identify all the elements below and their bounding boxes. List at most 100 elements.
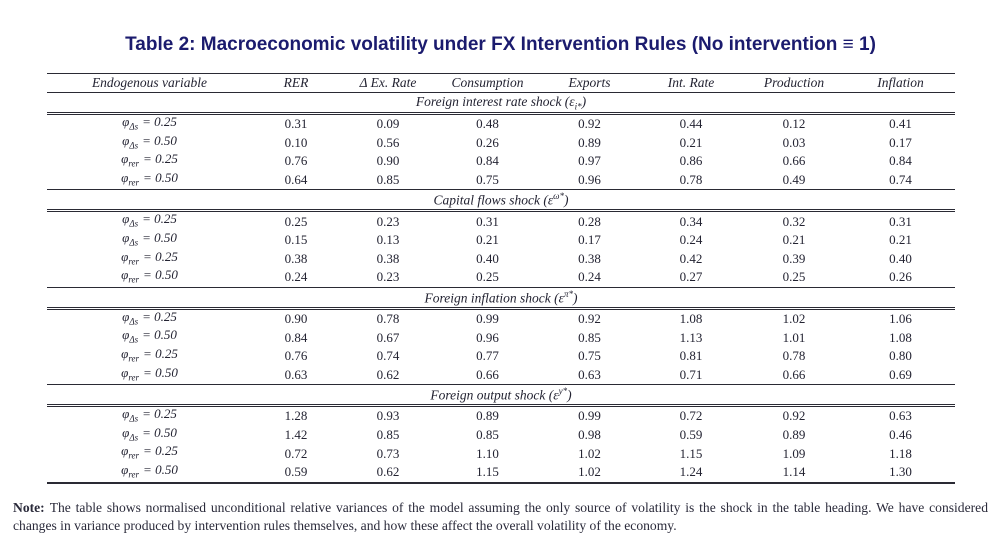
section-heading: Foreign inflation shock (επ*) <box>47 287 955 310</box>
value-cell: 0.59 <box>252 462 340 484</box>
table-row: φΔs = 0.25 1.28 0.93 0.89 0.99 0.72 0.92 0.63 <box>47 406 955 426</box>
value-cell: 0.21 <box>782 232 806 248</box>
value-cell: 0.89 <box>578 134 601 150</box>
value-cell: 1.30 <box>846 462 955 484</box>
table-row: φrer = 0.25 0.38 0.38 0.40 0.38 0.42 0.39 0.40 <box>47 248 955 269</box>
value-cell: 0.90 <box>376 153 400 169</box>
phi-symbol: φ <box>122 132 130 148</box>
label-value: = 0.50 <box>142 132 177 148</box>
value-cell: 1.02 <box>782 311 806 327</box>
phi-subscript: rer <box>128 372 140 383</box>
section-heading-close: ) <box>564 192 569 208</box>
note-label: Note: <box>13 499 45 515</box>
value-cell: 0.74 <box>846 170 955 191</box>
table-row: φΔs = 0.25 0.31 0.09 0.48 0.92 0.44 0.12 0.41 <box>47 114 955 134</box>
label-value: = 0.50 <box>143 461 178 477</box>
row-label: φΔs = 0.50 <box>47 229 252 250</box>
value-cell: 0.78 <box>782 348 806 364</box>
phi-symbol: φ <box>121 169 129 185</box>
value-cell: 0.48 <box>476 116 499 132</box>
value-cell: 1.15 <box>679 445 703 461</box>
value-cell: 0.66 <box>782 153 806 169</box>
value-cell: 0.64 <box>252 170 340 191</box>
results-table: Endogenous variable RER Δ Ex. Rate Consu… <box>47 73 955 484</box>
note-text: The table shows normalised unconditional… <box>13 499 988 534</box>
value-cell: 0.13 <box>376 232 400 248</box>
label-value: = 0.50 <box>142 229 177 245</box>
section-heading: Foreign output shock (εy*) <box>47 384 955 408</box>
phi-subscript: Δs <box>129 432 139 443</box>
value-cell: 1.18 <box>889 445 912 461</box>
value-cell: 0.81 <box>679 348 703 364</box>
value-cell: 0.31 <box>284 116 308 132</box>
value-cell: 1.09 <box>782 445 806 461</box>
value-cell: 0.97 <box>578 153 601 169</box>
section-heading-text: Foreign inflation shock (ε <box>424 290 564 305</box>
value-cell: 1.14 <box>742 462 846 484</box>
row-label: φΔs = 0.25 <box>47 211 252 231</box>
col-header-production: Production <box>742 73 846 93</box>
phi-symbol: φ <box>122 327 130 343</box>
value-cell: 0.17 <box>578 232 601 248</box>
value-cell: 0.31 <box>476 213 499 229</box>
value-cell: 0.76 <box>284 153 308 169</box>
value-cell: 0.62 <box>340 365 436 386</box>
value-cell: 0.75 <box>578 348 601 364</box>
value-cell: 0.93 <box>376 408 400 424</box>
shock-symbol-script: ω* <box>553 191 565 202</box>
label-value: = 0.25 <box>143 248 178 264</box>
label-value: = 0.50 <box>143 364 178 380</box>
value-cell: 0.12 <box>782 116 806 132</box>
value-cell: 1.28 <box>284 408 308 424</box>
phi-subscript: rer <box>128 177 140 188</box>
col-header-exports: Exports <box>539 73 640 93</box>
phi-subscript: Δs <box>129 140 139 151</box>
phi-symbol: φ <box>121 443 129 459</box>
label-value: = 0.25 <box>142 211 177 227</box>
value-cell: 0.75 <box>436 170 539 191</box>
value-cell: 0.84 <box>476 153 499 169</box>
value-cell: 0.03 <box>782 134 806 150</box>
value-cell: 0.63 <box>889 408 912 424</box>
section-heading: Foreign interest rate shock (εi*) <box>47 92 955 115</box>
value-cell: 0.39 <box>782 250 806 266</box>
phi-subscript: rer <box>128 158 140 169</box>
phi-subscript: Δs <box>129 218 139 229</box>
table-row: φrer = 0.50 0.63 0.62 0.66 0.63 0.71 0.66 0.69 <box>47 364 955 386</box>
label-value: = 0.25 <box>142 308 177 324</box>
row-label: φrer = 0.50 <box>47 461 252 484</box>
value-cell: 0.84 <box>284 329 308 345</box>
value-cell: 0.26 <box>846 268 955 288</box>
value-cell: 1.02 <box>539 462 640 484</box>
value-cell: 0.10 <box>284 134 308 150</box>
value-cell: 0.26 <box>476 134 499 150</box>
value-cell: 0.66 <box>742 365 846 386</box>
phi-subscript: rer <box>128 274 140 285</box>
table-row: φΔs = 0.50 0.84 0.67 0.96 0.85 1.13 1.01 1.08 <box>47 328 955 347</box>
table-row: φrer = 0.50 0.24 0.23 0.25 0.24 0.27 0.25 0.26 <box>47 268 955 288</box>
col-header-endogenous-variable: Endogenous variable <box>47 73 252 93</box>
value-cell: 0.24 <box>539 268 640 288</box>
shock-symbol-script: y* <box>558 385 568 396</box>
table-title: Table 2: Macroeconomic volatility under … <box>125 34 876 55</box>
value-cell: 0.25 <box>742 268 846 288</box>
value-cell: 0.42 <box>679 250 703 266</box>
value-cell: 0.59 <box>679 427 703 443</box>
value-cell: 1.01 <box>782 329 806 345</box>
value-cell: 0.63 <box>252 365 340 386</box>
value-cell: 0.31 <box>889 213 912 229</box>
value-cell: 1.08 <box>889 329 912 345</box>
section-heading-close: ) <box>572 290 578 305</box>
row-label: φΔs = 0.25 <box>47 114 252 134</box>
value-cell: 0.73 <box>376 445 400 461</box>
value-cell: 0.09 <box>376 116 400 132</box>
col-header-consumption: Consumption <box>436 73 539 93</box>
value-cell: 1.10 <box>476 445 499 461</box>
table-row: φrer = 0.25 0.76 0.90 0.84 0.97 0.86 0.66 0.84 <box>47 152 955 171</box>
row-label: φΔs = 0.50 <box>47 328 252 347</box>
phi-symbol: φ <box>121 345 129 361</box>
section-heading-row: Foreign inflation shock (επ*) <box>47 287 955 310</box>
value-cell: 0.49 <box>742 170 846 191</box>
value-cell: 0.72 <box>679 408 703 424</box>
value-cell: 0.21 <box>476 232 499 248</box>
